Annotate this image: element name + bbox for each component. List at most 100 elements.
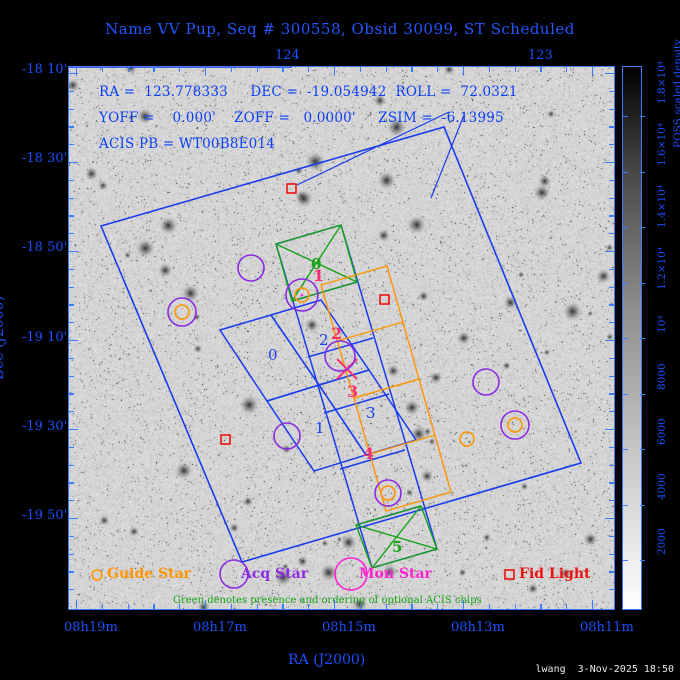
axis-tick bbox=[308, 67, 310, 72]
axis-tick bbox=[308, 604, 310, 609]
axis-tick bbox=[609, 322, 614, 324]
legend-note: Green denotes presence and ordering of o… bbox=[173, 595, 482, 606]
axis-tick bbox=[205, 67, 207, 76]
axis-tick bbox=[609, 464, 614, 466]
axis-tick bbox=[411, 67, 413, 72]
colorbar-tick-8: 1.8×10⁴ bbox=[656, 60, 668, 104]
acq-star-markers[interactable] bbox=[167, 254, 530, 507]
axis-tick bbox=[605, 518, 614, 520]
legend-fid-light-icon bbox=[504, 569, 515, 580]
axis-tick bbox=[488, 604, 490, 609]
x-tick-label-4: 08h11m bbox=[580, 620, 634, 635]
axis-tick bbox=[69, 304, 74, 306]
axis-tick bbox=[69, 251, 78, 253]
axis-tick bbox=[514, 604, 516, 609]
acis-s-chip-labels: 1 2 3 4 bbox=[313, 266, 374, 463]
axis-tick bbox=[609, 357, 614, 359]
legend-mon-star-icon bbox=[334, 557, 368, 591]
legend-label-guide-star: Guide Star bbox=[107, 566, 192, 582]
axis-tick bbox=[609, 286, 614, 288]
svg-text:3: 3 bbox=[366, 404, 376, 422]
axis-tick bbox=[609, 126, 614, 128]
axis-tick bbox=[411, 604, 413, 609]
annotation-leader-lines bbox=[296, 111, 465, 199]
y-tick-label-5: -19 50' bbox=[22, 508, 68, 523]
axis-tick bbox=[592, 600, 594, 609]
axis-tick bbox=[69, 322, 74, 324]
axis-tick bbox=[437, 604, 439, 609]
axis-tick bbox=[609, 571, 614, 573]
axis-tick bbox=[609, 446, 614, 448]
axis-tick bbox=[76, 67, 78, 76]
x-tick-label-2: 08h15m bbox=[322, 620, 376, 635]
svg-text:1: 1 bbox=[313, 266, 324, 285]
param-line-acis-pb: ACIS PB = WT00B8E014 bbox=[99, 136, 276, 152]
x-axis-title: RA (J2000) bbox=[288, 652, 366, 668]
axis-tick bbox=[359, 67, 361, 72]
axis-tick bbox=[69, 393, 74, 395]
colorbar-tick-mark bbox=[623, 227, 628, 228]
axis-tick bbox=[540, 604, 542, 609]
axis-tick bbox=[334, 600, 336, 609]
axis-tick bbox=[609, 411, 614, 413]
overlay-layer: 0 2 1 3 bbox=[69, 67, 583, 569]
axis-tick bbox=[437, 67, 439, 72]
axis-tick bbox=[609, 553, 614, 555]
sky-image-panel[interactable]: 0 2 1 3 bbox=[68, 66, 615, 610]
axis-tick bbox=[69, 215, 74, 217]
axis-tick bbox=[609, 500, 614, 502]
svg-text:1: 1 bbox=[315, 419, 325, 437]
axis-tick bbox=[69, 233, 74, 235]
axis-tick bbox=[609, 268, 614, 270]
colorbar-tick-mark bbox=[623, 504, 628, 506]
top-tick-label-1: 123 bbox=[528, 48, 553, 63]
axis-tick bbox=[385, 604, 387, 609]
colorbar-tick-mark bbox=[623, 116, 628, 117]
axis-tick bbox=[230, 604, 232, 609]
page-title: Name VV Pup, Seq # 300558, Obsid 30099, … bbox=[105, 20, 575, 38]
axis-tick bbox=[205, 600, 207, 609]
axis-tick bbox=[69, 340, 78, 342]
axis-tick bbox=[69, 126, 74, 128]
axis-tick bbox=[566, 67, 568, 72]
param-line-yoff-zoff-zsim: YOFF = 0.000' ZOFF = 0.0000' ZSIM = -6.1… bbox=[99, 110, 504, 126]
acis-i-chip-labels: 0 2 1 3 bbox=[268, 331, 376, 437]
axis-tick bbox=[69, 108, 74, 110]
axis-tick bbox=[605, 251, 614, 253]
y-tick-label-1: -18 30' bbox=[22, 151, 68, 166]
legend-label-fid-light: Fid Light bbox=[519, 566, 591, 582]
field-of-view-outline bbox=[99, 126, 583, 563]
y-tick-label-4: -19 30' bbox=[22, 419, 68, 434]
axis-tick bbox=[256, 67, 258, 72]
axis-tick bbox=[69, 375, 74, 377]
colorbar-title: POSS scaled density bbox=[672, 39, 680, 148]
axis-tick bbox=[605, 73, 614, 75]
axis-tick bbox=[69, 197, 74, 199]
colorbar-tick-mark bbox=[623, 282, 628, 284]
legend-guide-star-icon bbox=[91, 569, 103, 581]
svg-text:3: 3 bbox=[347, 382, 358, 401]
colorbar-tick-mark bbox=[623, 393, 628, 395]
fid-light-markers[interactable] bbox=[220, 183, 390, 445]
colorbar-tick-mark bbox=[640, 282, 645, 284]
axis-tick bbox=[609, 233, 614, 235]
y-tick-label-2: -18 50' bbox=[22, 240, 68, 255]
acis-i-array bbox=[218, 299, 418, 472]
guide-star-markers[interactable] bbox=[174, 287, 523, 501]
axis-tick bbox=[69, 162, 78, 164]
mon-star-markers[interactable] bbox=[300, 293, 304, 297]
legend-symbols bbox=[91, 557, 515, 591]
axis-tick bbox=[69, 482, 74, 484]
render-timestamp: lwang 3-Nov-2025 18:50 bbox=[535, 664, 674, 675]
axis-tick bbox=[69, 429, 78, 431]
axis-tick bbox=[609, 90, 614, 92]
axis-tick bbox=[153, 604, 155, 609]
colorbar-tick-0: 2000 bbox=[656, 528, 668, 555]
axis-tick bbox=[69, 179, 74, 181]
axis-tick bbox=[540, 67, 542, 72]
colorbar-tick-2: 6000 bbox=[656, 418, 668, 445]
x-tick-label-1: 08h17m bbox=[193, 620, 247, 635]
legend-acq-star-icon bbox=[219, 559, 249, 589]
y-tick-label-0: -18 10' bbox=[22, 62, 68, 77]
top-tick-label-0: 124 bbox=[275, 48, 300, 63]
